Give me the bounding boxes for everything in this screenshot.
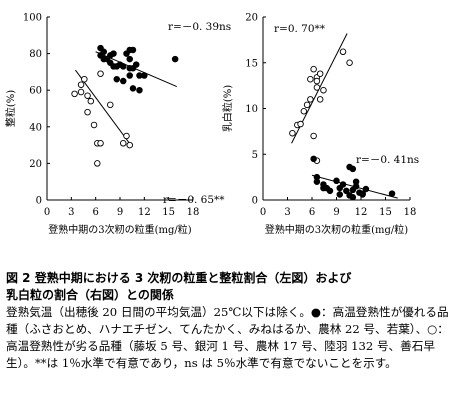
right-point-open — [316, 70, 324, 77]
right-point-open — [310, 65, 317, 73]
left-trend-line-open — [74, 69, 133, 148]
right-point-filled — [349, 194, 357, 201]
right-point-filled — [388, 190, 396, 197]
left-point-filled — [129, 85, 137, 92]
right-r-annotation: r=－0. 41ns — [356, 154, 419, 166]
right-point-filled — [313, 178, 321, 185]
left-x-axis-title: 登熟中期の3次籾の粒重(mg/粒) — [48, 223, 192, 236]
figure: 0 3 6 9 12 15 18020406080100登熟中期の3次籾の粒重(mg/粒)整… — [4, 13, 419, 237]
left-y-tick-label: 60 — [29, 86, 42, 97]
right-point-filled — [339, 181, 347, 188]
left-point-open — [87, 97, 95, 105]
right-point-open — [339, 48, 347, 56]
left-y-tick-label: 0 — [36, 196, 42, 207]
left-point-filled — [126, 55, 133, 63]
left-point-filled — [126, 72, 133, 79]
left-point-open — [126, 141, 133, 149]
left-point-filled — [132, 61, 140, 68]
left-point-filled — [110, 50, 117, 57]
left-point-filled — [171, 55, 179, 63]
left-point-open — [81, 75, 88, 83]
right-x-axis-title: 登熟中期の3次籾の粒重(mg/粒) — [265, 223, 409, 236]
left-point-open — [77, 81, 85, 88]
left-y-axis-title: 整粒(%) — [4, 90, 17, 127]
right-point-filled — [343, 187, 350, 195]
left-y-tick-label: 20 — [29, 159, 42, 170]
left-x-tick-label: 15 — [162, 207, 175, 218]
left-point-open — [84, 92, 91, 99]
left-y-tick-label: 100 — [23, 13, 42, 24]
caption-title-line2: 乳白粒の割合（右図）との関係 — [6, 288, 174, 302]
right-point-open — [313, 84, 321, 91]
left-r-annotation: r=－0. 65** — [163, 194, 225, 206]
right-point-filled — [349, 165, 357, 173]
left-y-tick-label: 80 — [29, 49, 42, 60]
right-point-filled — [352, 183, 360, 190]
left-x-tick-label: 9 — [117, 207, 123, 218]
right-r-annotation: r=0. 70** — [274, 23, 326, 35]
right-y-axis-title: 乳白粒(%) — [221, 85, 234, 132]
left-x-tick-label: 0 — [44, 207, 50, 218]
right-point-open — [307, 96, 314, 103]
left-point-filled — [119, 77, 127, 85]
right-point-filled — [333, 177, 340, 185]
left-point-open — [119, 140, 127, 147]
right-point-open — [316, 96, 324, 103]
right-y-tick-label: 20 — [245, 13, 258, 24]
caption-title-line1: 図 2 登熟中期における 3 次籾の粒重と整粒割合（左図）および — [6, 271, 352, 285]
right-point-filled — [359, 191, 366, 198]
left-x-tick-label: 18 — [187, 207, 200, 218]
right-point-open — [313, 77, 321, 85]
right-point-filled — [326, 187, 334, 195]
left-point-open — [123, 132, 130, 140]
right-y-tick-label: 0 — [252, 196, 258, 207]
caption-body: 登熟気温（出穂後 20 日間の平均気温）25℃以下は除く。●：高温登熟性が優れる… — [6, 305, 449, 370]
left-point-filled — [141, 72, 148, 79]
right-point-filled — [362, 185, 370, 193]
right-point-open — [320, 86, 327, 94]
right-point-open — [300, 107, 308, 115]
right-point-open — [289, 129, 296, 137]
right-point-filled — [310, 155, 317, 163]
left-x-tick-label: 6 — [92, 207, 98, 218]
right-x-tick-label: 3 — [284, 207, 290, 218]
right-x-tick-label: 15 — [379, 207, 392, 218]
left-point-open — [94, 160, 101, 167]
left-point-open — [77, 88, 85, 96]
right-x-tick-label: 0 — [260, 207, 266, 218]
left-point-open — [97, 140, 104, 147]
left-r-annotation: r=－0. 39ns — [168, 21, 231, 33]
left-point-filled — [113, 75, 121, 83]
right-x-tick-label: 18 — [404, 207, 417, 218]
right-point-open — [297, 120, 304, 128]
right-point-filled — [336, 191, 344, 198]
right-y-tick-label: 10 — [245, 104, 258, 115]
left-point-open — [71, 90, 78, 98]
right-point-open — [310, 132, 317, 140]
left-point-open — [90, 121, 98, 129]
figure-caption: 図 2 登熟中期における 3 次籾の粒重と整粒割合（左図）および 乳白粒の割合（… — [6, 270, 450, 372]
right-y-tick-label: 15 — [245, 58, 258, 69]
left-point-filled — [100, 48, 108, 56]
left-point-open — [84, 108, 91, 116]
right-x-tick-label: 9 — [333, 207, 339, 218]
left-point-filled — [129, 46, 137, 54]
left-point-open — [107, 101, 114, 109]
right-x-tick-label: 6 — [309, 207, 315, 218]
left-x-tick-label: 3 — [68, 207, 74, 218]
right-point-open — [346, 59, 353, 67]
right-point-open — [303, 101, 311, 109]
right-point-open — [307, 75, 314, 83]
left-point-filled — [136, 86, 143, 94]
left-point-filled — [119, 63, 127, 70]
left-point-open — [97, 70, 104, 77]
right-y-tick-label: 5 — [252, 150, 258, 161]
left-y-tick-label: 40 — [29, 122, 42, 133]
right-x-tick-label: 12 — [355, 207, 368, 218]
left-x-tick-label: 12 — [138, 207, 151, 218]
